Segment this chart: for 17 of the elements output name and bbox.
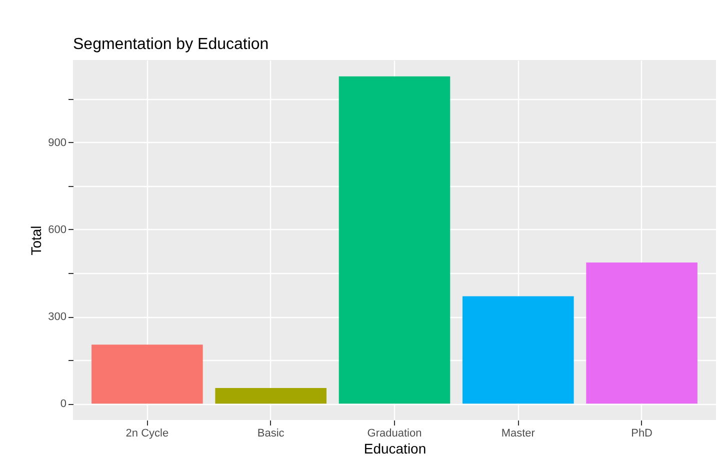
x-tick-label: Basic [257, 428, 285, 440]
bar [215, 388, 326, 404]
y-tick-label: 600 [48, 224, 66, 236]
bar [586, 262, 698, 404]
x-tick-label: Graduation [367, 428, 422, 440]
chart-title: Segmentation by Education [73, 36, 269, 53]
y-axis-title: Total [28, 226, 44, 256]
bar [338, 76, 450, 404]
x-axis-title: Education [364, 440, 426, 456]
x-tick-label: PhD [631, 428, 653, 440]
x-tick-label: 2n Cycle [126, 428, 169, 440]
y-tick-label: 0 [60, 398, 66, 410]
x-tick-label: Master [501, 428, 536, 440]
bar [92, 344, 203, 404]
y-tick-label: 300 [48, 311, 66, 324]
y-tick-label: 900 [48, 136, 66, 149]
bar [462, 296, 574, 404]
